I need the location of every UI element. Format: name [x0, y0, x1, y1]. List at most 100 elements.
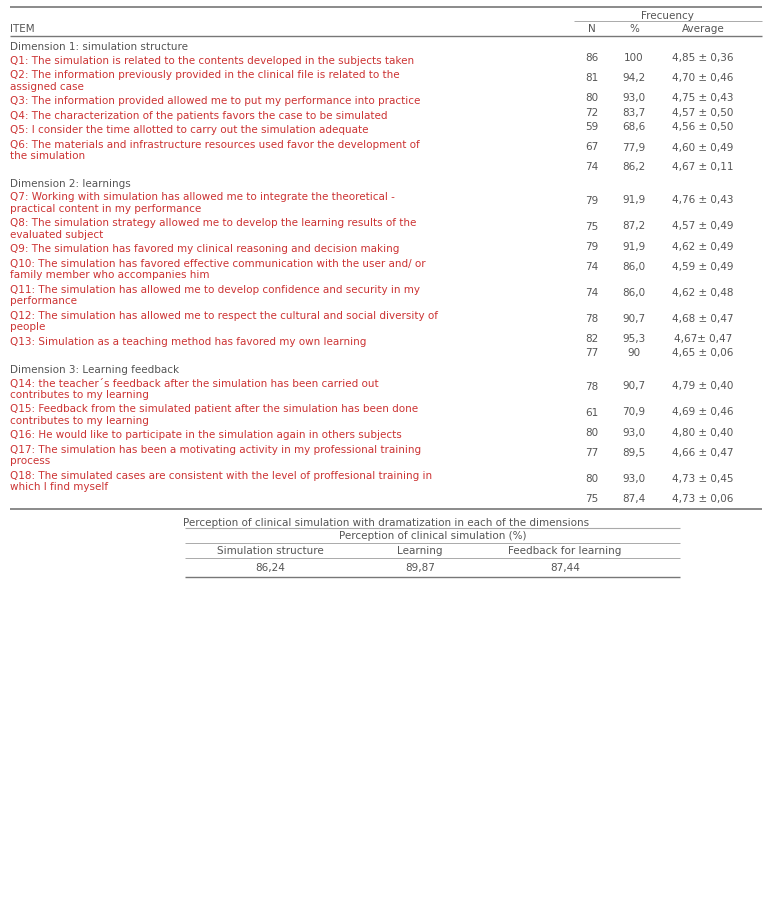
Text: 4,66 ± 0,47: 4,66 ± 0,47 — [672, 447, 733, 457]
Text: 4,57 ± 0,50: 4,57 ± 0,50 — [672, 107, 733, 118]
Text: 86: 86 — [585, 53, 598, 63]
Text: 87,44: 87,44 — [550, 562, 580, 572]
Text: 93,0: 93,0 — [622, 93, 645, 103]
Text: 4,60 ± 0,49: 4,60 ± 0,49 — [672, 142, 733, 152]
Text: assigned case: assigned case — [10, 81, 84, 91]
Text: people: people — [10, 322, 46, 333]
Text: 70,9: 70,9 — [622, 407, 645, 417]
Text: 83,7: 83,7 — [622, 107, 645, 118]
Text: Q17: The simulation has been a motivating activity in my professional training: Q17: The simulation has been a motivatin… — [10, 445, 421, 455]
Text: %: % — [629, 24, 639, 34]
Text: 74: 74 — [585, 288, 598, 298]
Text: Q6: The materials and infrastructure resources used favor the development of: Q6: The materials and infrastructure res… — [10, 139, 420, 149]
Text: 4,73 ± 0,06: 4,73 ± 0,06 — [672, 493, 733, 503]
Text: 87,4: 87,4 — [622, 493, 645, 503]
Text: family member who accompanies him: family member who accompanies him — [10, 271, 209, 281]
Text: 75: 75 — [585, 221, 598, 231]
Text: 4,59 ± 0,49: 4,59 ± 0,49 — [672, 261, 733, 271]
Text: 94,2: 94,2 — [622, 73, 645, 83]
Text: 4,62 ± 0,48: 4,62 ± 0,48 — [672, 288, 733, 298]
Text: 4,65 ± 0,06: 4,65 ± 0,06 — [672, 348, 733, 358]
Text: 4,70 ± 0,46: 4,70 ± 0,46 — [672, 73, 733, 83]
Text: contributes to my learning: contributes to my learning — [10, 415, 149, 425]
Text: Q11: The simulation has allowed me to develop confidence and security in my: Q11: The simulation has allowed me to de… — [10, 284, 420, 294]
Text: 74: 74 — [585, 261, 598, 271]
Text: Q4: The characterization of the patients favors the case to be simulated: Q4: The characterization of the patients… — [10, 110, 388, 120]
Text: Perception of clinical simulation with dramatization in each of the dimensions: Perception of clinical simulation with d… — [183, 517, 589, 527]
Text: 61: 61 — [585, 407, 598, 417]
Text: 72: 72 — [585, 107, 598, 118]
Text: Q18: The simulated cases are consistent with the level of proffesional training : Q18: The simulated cases are consistent … — [10, 470, 432, 480]
Text: Q15: Feedback from the simulated patient after the simulation has been done: Q15: Feedback from the simulated patient… — [10, 404, 418, 414]
Text: 77: 77 — [585, 447, 598, 457]
Text: 89,87: 89,87 — [405, 562, 435, 572]
Text: 95,3: 95,3 — [622, 334, 645, 343]
Text: 90,7: 90,7 — [622, 381, 645, 391]
Text: Dimension 1: simulation structure: Dimension 1: simulation structure — [10, 42, 188, 52]
Text: 80: 80 — [585, 93, 598, 103]
Text: 91,9: 91,9 — [622, 241, 645, 251]
Text: 78: 78 — [585, 381, 598, 391]
Text: Feedback for learning: Feedback for learning — [508, 545, 621, 555]
Text: 59: 59 — [585, 122, 598, 132]
Text: 91,9: 91,9 — [622, 195, 645, 205]
Text: 67: 67 — [585, 142, 598, 152]
Text: 77: 77 — [585, 348, 598, 358]
Text: Dimension 2: learnings: Dimension 2: learnings — [10, 179, 130, 189]
Text: practical content in my performance: practical content in my performance — [10, 204, 201, 214]
Text: contributes to my learning: contributes to my learning — [10, 390, 149, 400]
Text: 86,0: 86,0 — [622, 261, 645, 271]
Text: the simulation: the simulation — [10, 151, 85, 161]
Text: 68,6: 68,6 — [622, 122, 645, 132]
Text: process: process — [10, 456, 50, 466]
Text: 4,69 ± 0,46: 4,69 ± 0,46 — [672, 407, 733, 417]
Text: 80: 80 — [585, 474, 598, 484]
Text: Q3: The information provided allowed me to put my performance into practice: Q3: The information provided allowed me … — [10, 96, 421, 106]
Text: 87,2: 87,2 — [622, 221, 645, 231]
Text: Q2: The information previously provided in the clinical file is related to the: Q2: The information previously provided … — [10, 70, 400, 80]
Text: 93,0: 93,0 — [622, 427, 645, 437]
Text: 4,57 ± 0,49: 4,57 ± 0,49 — [672, 221, 733, 231]
Text: 79: 79 — [585, 195, 598, 205]
Text: Q10: The simulation has favored effective communication with the user and/ or: Q10: The simulation has favored effectiv… — [10, 259, 425, 269]
Text: Dimension 3: Learning feedback: Dimension 3: Learning feedback — [10, 364, 179, 374]
Text: 81: 81 — [585, 73, 598, 83]
Text: which I find myself: which I find myself — [10, 482, 108, 492]
Text: 89,5: 89,5 — [622, 447, 645, 457]
Text: Q8: The simulation strategy allowed me to develop the learning results of the: Q8: The simulation strategy allowed me t… — [10, 219, 416, 229]
Text: Q9: The simulation has favored my clinical reasoning and decision making: Q9: The simulation has favored my clinic… — [10, 244, 399, 254]
Text: ITEM: ITEM — [10, 24, 35, 34]
Text: Q13: Simulation as a teaching method has favored my own learning: Q13: Simulation as a teaching method has… — [10, 337, 367, 346]
Text: 4,68 ± 0,47: 4,68 ± 0,47 — [672, 313, 733, 323]
Text: 90: 90 — [628, 348, 641, 358]
Text: 74: 74 — [585, 162, 598, 172]
Text: 90,7: 90,7 — [622, 313, 645, 323]
Text: 4,62 ± 0,49: 4,62 ± 0,49 — [672, 241, 733, 251]
Text: Q7: Working with simulation has allowed me to integrate the theoretical -: Q7: Working with simulation has allowed … — [10, 192, 394, 202]
Text: 4,80 ± 0,40: 4,80 ± 0,40 — [672, 427, 733, 437]
Text: evaluated subject: evaluated subject — [10, 230, 103, 240]
Text: 75: 75 — [585, 493, 598, 503]
Text: 4,67± 0,47: 4,67± 0,47 — [674, 334, 732, 343]
Text: N: N — [588, 24, 596, 34]
Text: 4,67 ± 0,11: 4,67 ± 0,11 — [672, 162, 733, 172]
Text: performance: performance — [10, 296, 77, 306]
Text: 4,85 ± 0,36: 4,85 ± 0,36 — [672, 53, 733, 63]
Text: Q16: He would like to participate in the simulation again in others subjects: Q16: He would like to participate in the… — [10, 430, 401, 440]
Text: 4,56 ± 0,50: 4,56 ± 0,50 — [672, 122, 733, 132]
Text: 86,0: 86,0 — [622, 288, 645, 298]
Text: 77,9: 77,9 — [622, 142, 645, 152]
Text: 78: 78 — [585, 313, 598, 323]
Text: 100: 100 — [625, 53, 644, 63]
Text: 4,75 ± 0,43: 4,75 ± 0,43 — [672, 93, 733, 103]
Text: 4,76 ± 0,43: 4,76 ± 0,43 — [672, 195, 733, 205]
Text: Q1: The simulation is related to the contents developed in the subjects taken: Q1: The simulation is related to the con… — [10, 56, 414, 66]
Text: 4,79 ± 0,40: 4,79 ± 0,40 — [672, 381, 733, 391]
Text: Simulation structure: Simulation structure — [217, 545, 323, 555]
Text: Frecuency: Frecuency — [641, 11, 693, 21]
Text: 82: 82 — [585, 334, 598, 343]
Text: 80: 80 — [585, 427, 598, 437]
Text: 93,0: 93,0 — [622, 474, 645, 484]
Text: 79: 79 — [585, 241, 598, 251]
Text: Q5: I consider the time allotted to carry out the simulation adequate: Q5: I consider the time allotted to carr… — [10, 125, 368, 135]
